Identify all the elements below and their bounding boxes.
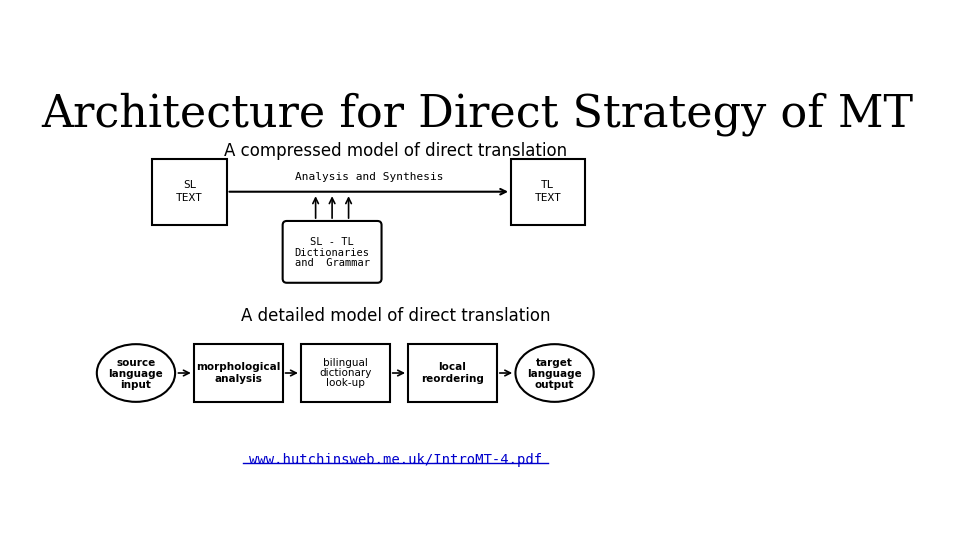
Text: TL: TL xyxy=(541,180,555,190)
Text: Architecture for Direct Strategy of MT: Architecture for Direct Strategy of MT xyxy=(41,93,913,137)
Text: reordering: reordering xyxy=(421,374,484,384)
Text: input: input xyxy=(121,380,152,389)
Ellipse shape xyxy=(97,344,175,402)
Text: and  Grammar: and Grammar xyxy=(295,259,370,268)
FancyBboxPatch shape xyxy=(194,344,282,402)
Text: language: language xyxy=(108,369,163,379)
Text: local: local xyxy=(439,362,467,372)
FancyBboxPatch shape xyxy=(408,344,497,402)
Text: www.hutchinsweb.me.uk/IntroMT-4.pdf: www.hutchinsweb.me.uk/IntroMT-4.pdf xyxy=(249,453,542,467)
Text: bilingual: bilingual xyxy=(323,358,368,368)
Text: analysis: analysis xyxy=(214,374,262,384)
FancyBboxPatch shape xyxy=(282,221,381,283)
Text: Dictionaries: Dictionaries xyxy=(295,248,370,258)
FancyBboxPatch shape xyxy=(511,159,585,225)
Text: morphological: morphological xyxy=(196,362,280,372)
Text: A detailed model of direct translation: A detailed model of direct translation xyxy=(241,307,550,325)
Text: target: target xyxy=(536,358,573,368)
Text: look-up: look-up xyxy=(325,378,365,388)
Text: language: language xyxy=(527,369,582,379)
Ellipse shape xyxy=(516,344,593,402)
Text: TEXT: TEXT xyxy=(535,193,562,203)
Text: output: output xyxy=(535,380,574,389)
Text: A compressed model of direct translation: A compressed model of direct translation xyxy=(224,142,567,160)
Text: SL: SL xyxy=(182,180,196,190)
Text: Analysis and Synthesis: Analysis and Synthesis xyxy=(295,172,443,182)
Text: SL - TL: SL - TL xyxy=(310,237,354,247)
Text: TEXT: TEXT xyxy=(176,193,203,203)
FancyBboxPatch shape xyxy=(300,344,390,402)
FancyBboxPatch shape xyxy=(153,159,227,225)
Text: dictionary: dictionary xyxy=(319,368,372,378)
Text: source: source xyxy=(116,358,156,368)
